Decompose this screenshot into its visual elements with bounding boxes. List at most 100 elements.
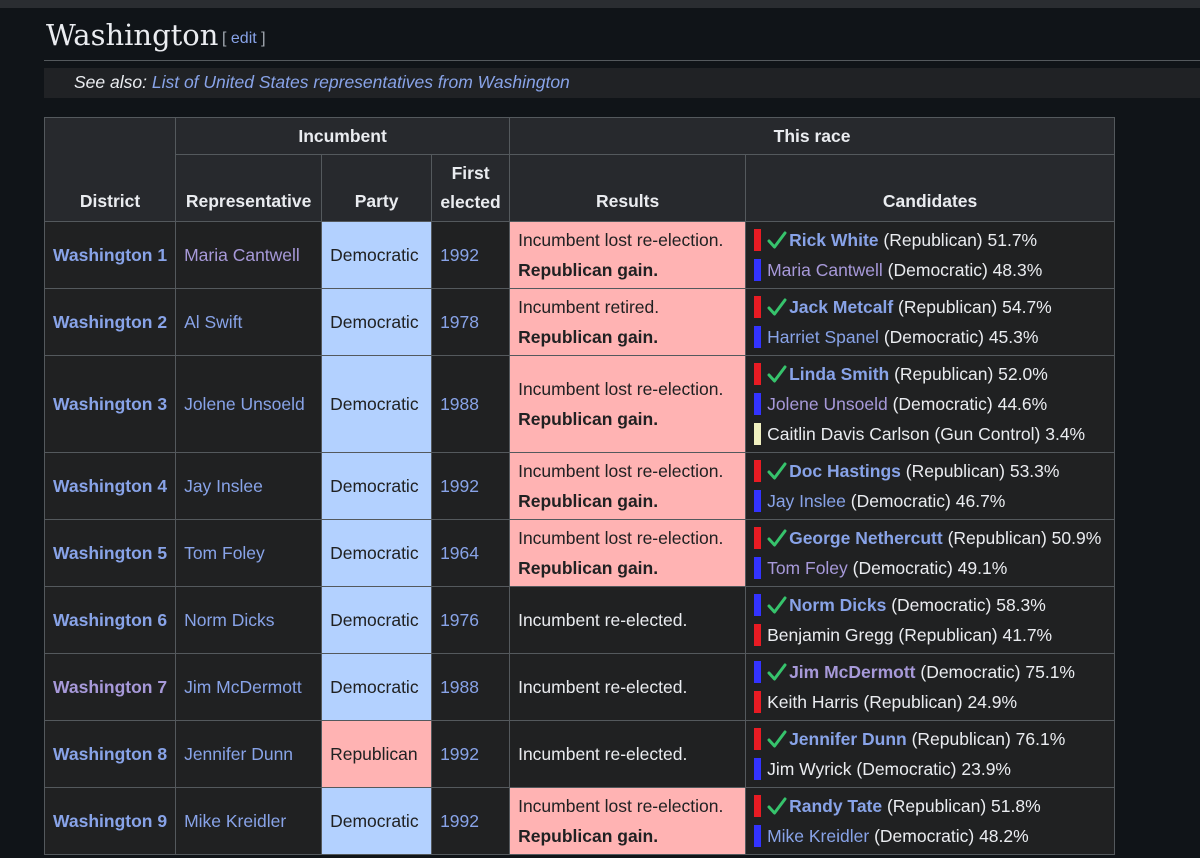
candidate-result: (Republican) 54.7% <box>893 297 1052 317</box>
candidate-name[interactable]: Doc Hastings <box>789 461 901 481</box>
first-elected-link[interactable]: 1976 <box>440 610 480 630</box>
representative-link[interactable]: Tom Foley <box>184 543 265 563</box>
first-elected-cell: 1992 <box>431 221 511 289</box>
candidate-name[interactable]: Jack Metcalf <box>789 297 894 317</box>
republican-swatch <box>754 229 762 251</box>
democratic-swatch <box>754 490 762 512</box>
democratic-swatch <box>754 758 762 780</box>
result-text: Incumbent lost re-election. <box>518 796 724 816</box>
candidate-name[interactable]: Jolene Unsoeld <box>767 394 888 414</box>
democratic-swatch <box>754 557 762 579</box>
table-row: Washington 4 Jay Inslee Democratic 1992 Incu… <box>43 452 1116 520</box>
candidate-result: (Republican) 53.3% <box>900 461 1060 481</box>
first-elected-link[interactable]: 1988 <box>440 677 480 697</box>
district-link[interactable]: Washington 2 <box>53 312 168 332</box>
candidate-result: (Democratic) 23.9% <box>851 759 1011 779</box>
candidate-result: (Democratic) 46.7% <box>845 491 1006 511</box>
representative-link[interactable]: Maria Cantwell <box>184 245 300 265</box>
district-link[interactable]: Washington 9 <box>53 811 168 831</box>
district-link[interactable]: Washington 6 <box>53 610 168 630</box>
result-gain: Republican gain. <box>518 260 659 280</box>
first-elected-link[interactable]: 1992 <box>440 744 480 764</box>
first-elected-cell: 1988 <box>431 355 511 453</box>
party-cell: Democratic <box>321 452 433 520</box>
candidate-name[interactable]: Harriet Spanel <box>767 327 879 347</box>
candidate-result: (Republican) 51.8% <box>882 796 1041 816</box>
representative-cell: Jolene Unsoeld <box>175 355 323 453</box>
first-elected-link[interactable]: 1988 <box>440 394 480 414</box>
result-cell: Incumbent lost re-election. Republican ga… <box>509 519 747 587</box>
candidate-name[interactable]: Tom Foley <box>767 558 848 578</box>
democratic-swatch <box>754 259 762 281</box>
party-cell: Democratic <box>321 221 433 289</box>
result-cell: Incumbent re-elected. <box>509 586 747 654</box>
district-link[interactable]: Washington 3 <box>53 394 168 414</box>
candidate-result: (Republican) 41.7% <box>893 625 1053 645</box>
first-elected-link[interactable]: 1992 <box>440 245 480 265</box>
district-cell: Washington 3 <box>43 355 177 453</box>
district-link[interactable]: Washington 1 <box>53 245 168 265</box>
candidate-name[interactable]: Maria Cantwell <box>767 260 883 280</box>
representative-cell: Norm Dicks <box>175 586 323 654</box>
candidates-cell: Randy Tate (Republican) 51.8% Mike Kreidl… <box>745 787 1116 855</box>
candidate-name[interactable]: Norm Dicks <box>789 595 887 615</box>
party-cell: Democratic <box>321 288 433 356</box>
republican-swatch <box>754 691 762 713</box>
candidate-line: Doc Hastings (Republican) 53.3% <box>754 456 1106 486</box>
candidate-name[interactable]: George Nethercutt <box>789 528 943 548</box>
candidate-name[interactable]: Mike Kreidler <box>767 826 870 846</box>
first-elected-cell: 1976 <box>431 586 511 654</box>
candidate-name[interactable]: Randy Tate <box>789 796 883 816</box>
representative-link[interactable]: Mike Kreidler <box>184 811 287 831</box>
result-text: Incumbent re-elected. <box>518 677 688 697</box>
republican-swatch <box>754 795 762 817</box>
representative-cell: Mike Kreidler <box>175 787 323 855</box>
candidate-name[interactable]: Linda Smith <box>789 364 890 384</box>
representative-link[interactable]: Jolene Unsoeld <box>184 394 305 414</box>
democratic-swatch <box>754 594 762 616</box>
see-also-hatnote: See also: List of United States represen… <box>44 68 1200 98</box>
result-text: Incumbent retired. <box>518 297 660 317</box>
representative-link[interactable]: Jennifer Dunn <box>184 744 294 764</box>
representative-link[interactable]: Norm Dicks <box>184 610 275 630</box>
first-elected-link[interactable]: 1964 <box>440 543 480 563</box>
first-elected-link[interactable]: 1992 <box>440 811 480 831</box>
candidate-name: Jim Wyrick <box>767 759 852 779</box>
see-also-link[interactable]: List of United States representatives fr… <box>151 72 570 92</box>
first-elected-link[interactable]: 1978 <box>440 312 480 332</box>
republican-swatch <box>754 728 762 750</box>
candidate-result: (Democratic) 58.3% <box>886 595 1046 615</box>
check-icon <box>767 797 787 815</box>
district-link[interactable]: Washington 8 <box>53 744 168 764</box>
district-link[interactable]: Washington 5 <box>53 543 168 563</box>
edit-link[interactable]: edit <box>230 30 257 47</box>
candidate-name: Keith Harris <box>767 692 859 712</box>
candidate-line: Norm Dicks (Democratic) 58.3% <box>754 590 1106 620</box>
candidate-line: Jennifer Dunn (Republican) 76.1% <box>754 724 1106 754</box>
candidate-name[interactable]: Jay Inslee <box>767 491 846 511</box>
first-elected-cell: 1988 <box>431 653 511 721</box>
party-cell: Democratic <box>321 653 433 721</box>
candidates-cell: Norm Dicks (Democratic) 58.3% Benjamin Gr… <box>745 586 1116 654</box>
result-gain: Republican gain. <box>518 491 659 511</box>
candidate-line: Caitlin Davis Carlson (Gun Control) 3.4% <box>754 419 1106 449</box>
party-cell: Democratic <box>321 355 433 453</box>
candidate-name[interactable]: Jennifer Dunn <box>789 729 907 749</box>
district-link[interactable]: Washington 7 <box>53 677 168 697</box>
first-elected-link[interactable]: 1992 <box>440 476 480 496</box>
candidate-name[interactable]: Rick White <box>789 230 879 250</box>
check-icon <box>767 365 787 383</box>
representative-link[interactable]: Jay Inslee <box>184 476 263 496</box>
representative-link[interactable]: Al Swift <box>184 312 243 332</box>
representative-link[interactable]: Jim McDermott <box>184 677 302 697</box>
district-link[interactable]: Washington 4 <box>53 476 168 496</box>
candidate-result: (Republican) 51.7% <box>878 230 1038 250</box>
table-row: Washington 1 Maria Cantwell Democratic 1992… <box>43 221 1116 289</box>
table-row: Washington 8 Jennifer Dunn Republican 1992 I… <box>43 720 1116 788</box>
representative-cell: Jennifer Dunn <box>175 720 323 788</box>
check-icon <box>767 529 787 547</box>
republican-swatch <box>754 363 762 385</box>
candidate-name[interactable]: Jim McDermott <box>789 662 916 682</box>
candidate-result: (Republican) 50.9% <box>942 528 1102 548</box>
check-icon <box>767 730 787 748</box>
